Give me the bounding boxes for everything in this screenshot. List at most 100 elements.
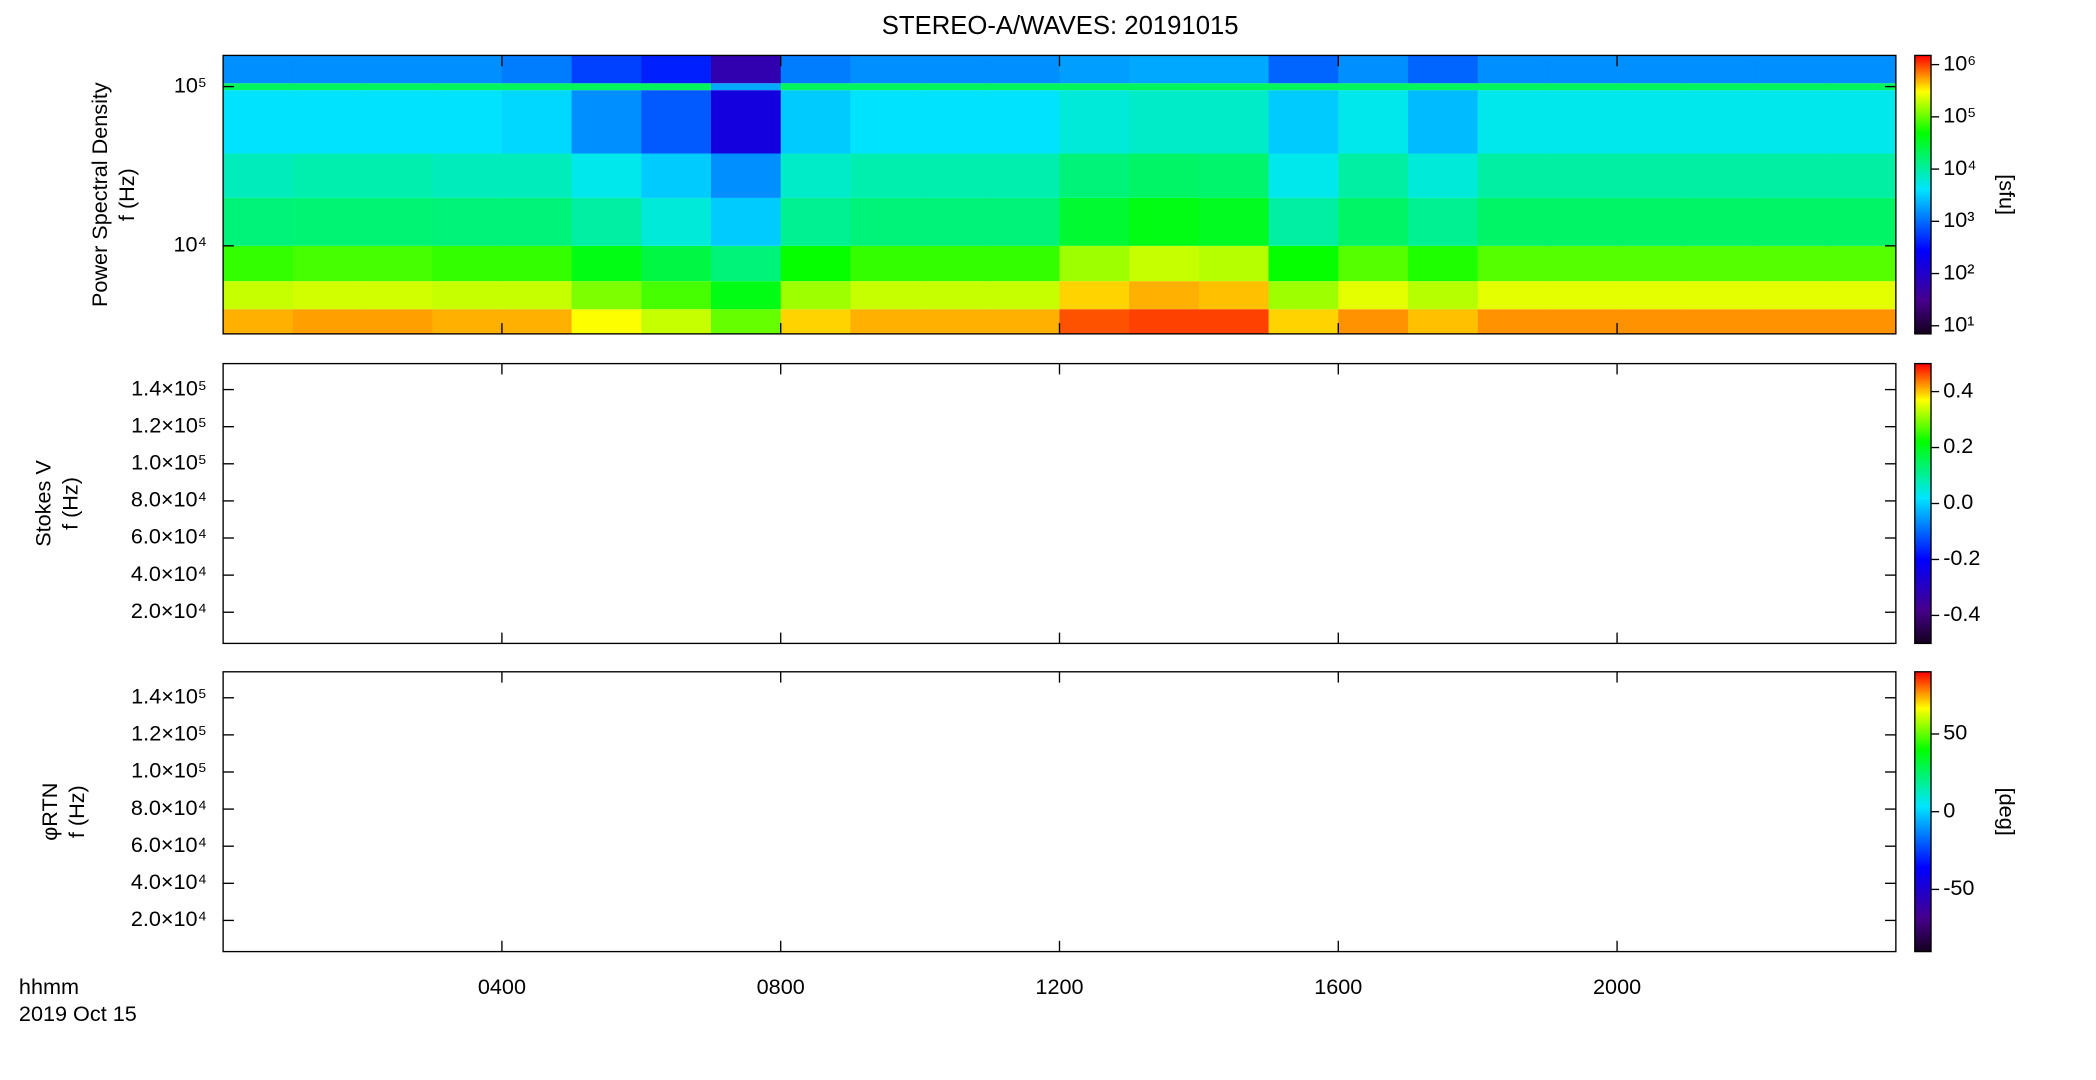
heatmap-cell xyxy=(1826,90,1897,154)
heatmap-cell xyxy=(1477,55,1548,84)
colorbar-tick-label: 10⁶ xyxy=(1943,50,1976,75)
heatmap-cell xyxy=(1268,281,1339,310)
heatmap-cell xyxy=(571,90,642,154)
heatmap-cell xyxy=(641,197,712,246)
heatmap-cell xyxy=(780,197,851,246)
heatmap-cell xyxy=(920,83,991,91)
heatmap-cell xyxy=(1268,153,1339,198)
heatmap-cell xyxy=(362,245,433,282)
heatmap-cell xyxy=(362,55,433,84)
heatmap-cell xyxy=(1198,281,1270,310)
heatmap-cell xyxy=(292,90,364,154)
heatmap-cell xyxy=(1547,55,1618,84)
heatmap-cell xyxy=(850,83,921,91)
heatmap-cell xyxy=(1198,83,1270,91)
heatmap-cell xyxy=(1826,55,1897,84)
heatmap-cell xyxy=(1756,197,1827,246)
heatmap-cell xyxy=(989,197,1061,246)
heatmap-cell xyxy=(1826,309,1897,334)
heatmap-cell xyxy=(1686,197,1758,246)
heatmap-cell xyxy=(1198,55,1270,84)
heatmap-cell xyxy=(292,245,364,282)
heatmap-cell xyxy=(432,245,503,282)
heatmap-cell xyxy=(641,90,712,154)
heatmap-cell xyxy=(1617,309,1688,334)
heatmap-cell xyxy=(711,245,782,282)
heatmap-cell xyxy=(501,55,573,84)
heatmap-cell xyxy=(780,153,851,198)
heatmap-cell xyxy=(641,153,712,198)
heatmap-cell xyxy=(1407,83,1479,91)
heatmap-cell xyxy=(292,309,364,334)
heatmap-cell xyxy=(362,197,433,246)
heatmap-cell xyxy=(989,309,1061,334)
heatmap-cell xyxy=(1059,153,1130,198)
y-tick-label: 2.0×10⁴ xyxy=(131,906,207,931)
heatmap-cell xyxy=(641,245,712,282)
heatmap-cell xyxy=(1756,83,1827,91)
plot-frame xyxy=(222,362,1897,645)
heatmap-cell xyxy=(1198,197,1270,246)
heatmap-cell xyxy=(1477,90,1548,154)
colorbar xyxy=(1914,362,1932,645)
heatmap-cell xyxy=(1407,281,1479,310)
colorbar-tick-label: -0.4 xyxy=(1943,601,1980,626)
colorbar-tick-label: 0.0 xyxy=(1943,489,1973,514)
heatmap-cell xyxy=(850,197,921,246)
colorbar-tick-label: 50 xyxy=(1943,720,1967,745)
heatmap-cell xyxy=(1407,55,1479,84)
heatmap-cell xyxy=(292,197,364,246)
heatmap-cell xyxy=(362,309,433,334)
heatmap-cell xyxy=(501,245,573,282)
heatmap-cell xyxy=(780,309,851,334)
heatmap-cell xyxy=(920,55,991,84)
heatmap-cell xyxy=(571,55,642,84)
heatmap-cell xyxy=(1407,90,1479,154)
heatmap-cell xyxy=(432,309,503,334)
heatmap-cell xyxy=(571,309,642,334)
heatmap-cell xyxy=(1477,153,1548,198)
heatmap-cell xyxy=(1268,90,1339,154)
date-label: 2019 Oct 15 xyxy=(19,1001,137,1026)
heatmap-cell xyxy=(1617,90,1688,154)
heatmap-cell xyxy=(362,90,433,154)
heatmap-cell xyxy=(432,197,503,246)
heatmap-cell xyxy=(1686,90,1758,154)
heatmap-cell xyxy=(850,281,921,310)
heatmap-cell xyxy=(1617,153,1688,198)
heatmap-cell xyxy=(501,281,573,310)
x-axis-label: hhmm xyxy=(19,974,79,999)
heatmap-cell xyxy=(1268,83,1339,91)
heatmap-cell xyxy=(1338,197,1409,246)
heatmap-cell xyxy=(641,281,712,310)
heatmap-cell xyxy=(432,83,503,91)
y-tick-label: 10⁵ xyxy=(174,72,207,97)
heatmap-cell xyxy=(223,90,294,154)
heatmap-cell xyxy=(989,55,1061,84)
heatmap-cell xyxy=(1756,153,1827,198)
heatmap-cell xyxy=(571,197,642,246)
y-axis-label: f (Hz) xyxy=(57,477,82,530)
y-tick-label: 1.4×10⁵ xyxy=(131,683,207,708)
heatmap-cell xyxy=(501,153,573,198)
heatmap-cell xyxy=(1338,153,1409,198)
chart-title: STEREO-A/WAVES: 20191015 xyxy=(882,12,1239,40)
colorbar-tick-label: 10³ xyxy=(1943,207,1974,232)
heatmap-cell xyxy=(1129,90,1200,154)
heatmap-cell xyxy=(1547,153,1618,198)
y-tick-label: 8.0×10⁴ xyxy=(131,795,207,820)
heatmap-cell xyxy=(223,55,294,84)
heatmap-cell xyxy=(1129,245,1200,282)
heatmap-cell xyxy=(1059,55,1130,84)
heatmap-cell xyxy=(1477,245,1548,282)
heatmap-cell xyxy=(362,83,433,91)
heatmap-cell xyxy=(1547,90,1618,154)
heatmap-cell xyxy=(850,153,921,198)
heatmap-cell xyxy=(292,55,364,84)
heatmap-cell xyxy=(1756,90,1827,154)
heatmap-cell xyxy=(1477,83,1548,91)
heatmap-cell xyxy=(989,281,1061,310)
y-tick-label: 2.0×10⁴ xyxy=(131,598,207,623)
heatmap-cell xyxy=(780,281,851,310)
heatmap-cell xyxy=(223,83,294,91)
